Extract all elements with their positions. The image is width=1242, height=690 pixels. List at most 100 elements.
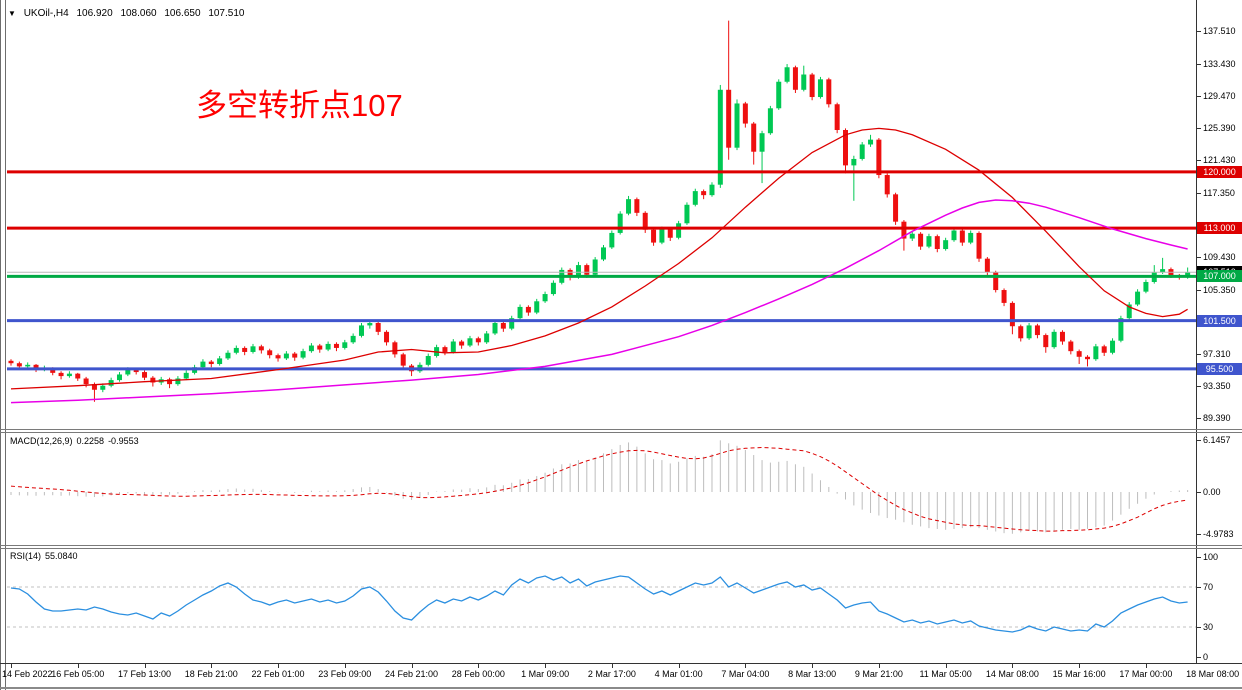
time-tick-label: 15 Mar 16:00: [1052, 669, 1106, 679]
macd-label: MACD(12,26,9) 0.2258 -0.9553: [10, 436, 139, 446]
price-level-flag-120.000: 120.000: [1197, 165, 1242, 178]
time-tick-mark: [144, 664, 146, 668]
ma-fast-line: [10, 127, 1188, 390]
macd-panel-top-border: [0, 432, 1242, 433]
time-tick-mark: [478, 664, 480, 668]
price-tick-label: 109.430: [1203, 251, 1236, 262]
time-tick-mark: [1012, 664, 1014, 668]
price-level-flag-107.000: 107.000: [1197, 270, 1242, 283]
panel-splitter-rsi[interactable]: [0, 545, 1242, 546]
time-tick-label: 11 Mar 05:00: [919, 669, 972, 679]
time-tick-label: 18 Mar 08:00: [1186, 669, 1240, 679]
time-tick-label: 17 Feb 13:00: [117, 669, 172, 679]
main-chart-canvas[interactable]: [7, 5, 1196, 429]
price-tick-mark: [1196, 160, 1201, 162]
price-tick-mark: [1196, 386, 1201, 388]
ma-slow-line: [10, 199, 1188, 404]
rsi-tick-label: 70: [1203, 582, 1214, 592]
time-tick-label: 22 Feb 01:00: [251, 669, 305, 679]
macd-tick-label: 6.1457: [1203, 435, 1231, 446]
price-tick-label: 93.350: [1203, 381, 1231, 392]
time-tick-mark: [745, 664, 747, 668]
price-tick-mark: [1196, 31, 1201, 32]
price-tick-mark: [1196, 95, 1201, 97]
rsi-line: [10, 575, 1188, 633]
macd-tick-label: -4.9783: [1203, 528, 1234, 539]
price-tick-label: 129.470: [1203, 90, 1236, 101]
open-value: 106.920: [76, 8, 113, 19]
rsi-panel-canvas[interactable]: [7, 549, 1196, 662]
time-tick-label: 23 Feb 09:00: [318, 669, 372, 679]
time-tick-mark: [278, 664, 280, 668]
chart-left-border: [5, 0, 6, 690]
time-tick-label: 9 Mar 21:00: [854, 669, 903, 679]
price-tick-mark: [1196, 417, 1201, 419]
time-tick-mark: [1079, 664, 1081, 668]
price-axis-border: [1196, 0, 1197, 663]
symbol-dropdown-icon[interactable]: ▼: [8, 9, 16, 18]
price-tick-label: 117.350: [1203, 188, 1235, 199]
price-tick-label: 97.310: [1203, 349, 1231, 360]
time-tick-label: 16 Feb 05:00: [51, 669, 105, 679]
time-tick-label: 2 Mar 17:00: [587, 669, 636, 679]
rsi-tick-mark: [1196, 657, 1201, 658]
rsi-tick-mark: [1196, 557, 1201, 558]
time-tick-label: 24 Feb 21:00: [385, 669, 439, 679]
rsi-tick-label: 30: [1203, 622, 1214, 632]
high-value: 108.060: [120, 8, 157, 19]
time-tick-mark: [1145, 664, 1147, 668]
time-tick-mark: [678, 664, 680, 668]
price-tick-label: 137.510: [1203, 26, 1236, 36]
time-tick-mark: [611, 664, 613, 668]
time-tick-label: 18 Feb 21:00: [184, 669, 238, 679]
window-left-border: [0, 0, 1, 690]
price-tick-mark: [1196, 193, 1201, 195]
rsi-label: RSI(14) 55.0840: [10, 551, 78, 561]
time-tick-label: 7 Mar 04:00: [721, 669, 770, 679]
macd-signal-line: [10, 446, 1188, 532]
price-tick-label: 121.430: [1203, 155, 1236, 166]
price-tick-mark: [1196, 256, 1201, 258]
time-tick-mark: [411, 664, 413, 668]
time-tick-mark: [211, 664, 213, 668]
rsi-tick-mark: [1196, 627, 1201, 628]
rsi-panel-top-border: [0, 548, 1242, 549]
time-tick-mark: [812, 664, 814, 668]
macd-tick-label: 0.00: [1203, 487, 1221, 497]
time-tick-label: 8 Mar 13:00: [788, 669, 837, 679]
low-value: 106.650: [164, 8, 201, 19]
time-tick-mark: [344, 664, 346, 668]
price-level-flag-113.000: 113.000: [1197, 222, 1242, 235]
annotation-text: 多空转折点107: [196, 88, 403, 123]
time-tick-label: 4 Mar 01:00: [654, 669, 703, 679]
macd-panel-canvas[interactable]: [7, 433, 1196, 545]
time-tick-label: 17 Mar 00:00: [1119, 669, 1173, 679]
time-axis[interactable]: 14 Feb 2022 16 Feb 05:00 17 Feb 13:00 18 Fe…: [0, 663, 1242, 690]
time-tick-mark: [945, 664, 947, 668]
price-tick-label: 89.390: [1203, 412, 1231, 423]
chart-title: ▼ UKOil-,H4 106.920 108.060 106.650 107.…: [8, 8, 249, 19]
time-tick-label: 14 Feb 2022: [2, 669, 53, 679]
time-tick-mark: [878, 664, 880, 668]
time-tick-label: 1 Mar 09:00: [521, 669, 570, 679]
price-level-flag-95.500: 95.500: [1197, 362, 1242, 375]
time-tick-label: 14 Mar 08:00: [985, 669, 1039, 679]
macd-tick-mark: [1196, 440, 1201, 442]
candles-group: [8, 20, 1191, 402]
time-tick-mark: [11, 664, 12, 668]
price-tick-label: 125.390: [1203, 123, 1236, 134]
panel-splitter-macd[interactable]: [0, 429, 1242, 430]
rsi-tick-label: 100: [1203, 552, 1219, 562]
price-tick-label: 133.430: [1203, 58, 1236, 69]
window-bottom-edge: [0, 687, 1242, 689]
price-tick-mark: [1196, 289, 1201, 291]
macd-tick-mark: [1196, 492, 1201, 493]
macd-tick-mark: [1196, 533, 1201, 535]
price-tick-mark: [1196, 63, 1201, 65]
rsi-tick-mark: [1196, 587, 1201, 588]
time-tick-label: 28 Feb 00:00: [451, 669, 505, 679]
time-tick-mark: [545, 664, 547, 668]
price-tick-mark: [1196, 128, 1201, 130]
price-level-flag-101.500: 101.500: [1197, 314, 1242, 327]
